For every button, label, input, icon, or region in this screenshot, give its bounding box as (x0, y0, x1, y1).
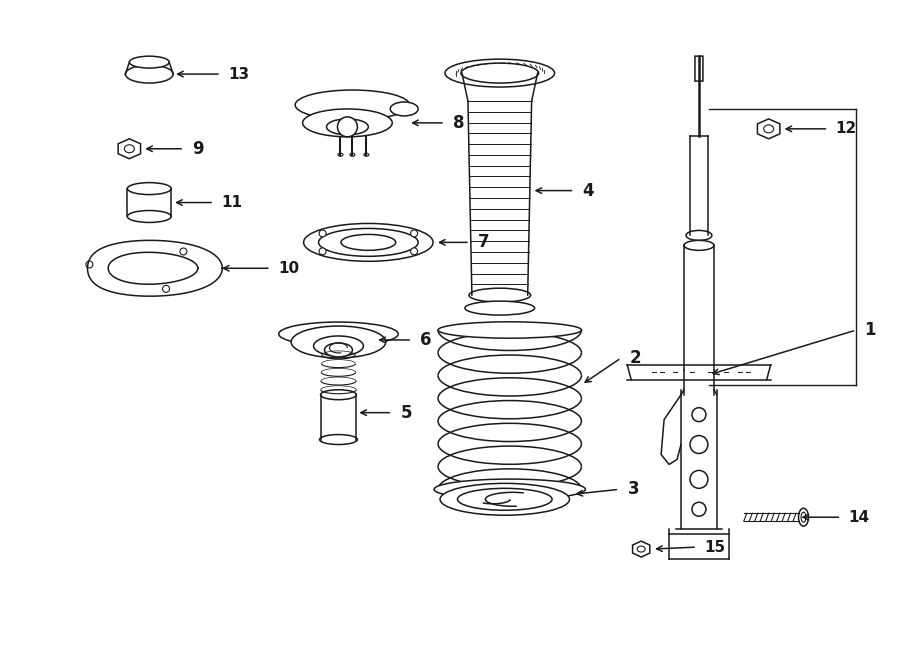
Ellipse shape (350, 153, 355, 156)
Ellipse shape (461, 63, 538, 83)
Text: 13: 13 (229, 67, 249, 81)
Text: 5: 5 (400, 404, 412, 422)
Text: 9: 9 (193, 139, 204, 158)
Text: 12: 12 (836, 122, 857, 136)
Ellipse shape (457, 488, 552, 510)
Ellipse shape (637, 546, 645, 552)
Circle shape (320, 230, 326, 237)
Ellipse shape (124, 145, 134, 153)
Ellipse shape (686, 231, 712, 241)
Ellipse shape (325, 343, 353, 357)
Text: 15: 15 (705, 539, 725, 555)
Ellipse shape (364, 153, 369, 156)
Circle shape (86, 261, 93, 268)
Text: 11: 11 (221, 195, 242, 210)
Ellipse shape (303, 223, 433, 261)
Ellipse shape (327, 119, 368, 135)
Ellipse shape (338, 153, 343, 156)
Text: 4: 4 (582, 182, 594, 200)
FancyBboxPatch shape (695, 56, 703, 81)
Ellipse shape (128, 210, 171, 223)
Circle shape (338, 117, 357, 137)
Ellipse shape (465, 301, 535, 315)
Polygon shape (633, 541, 650, 557)
Text: 6: 6 (420, 331, 432, 349)
Ellipse shape (391, 102, 419, 116)
Ellipse shape (292, 326, 386, 358)
Ellipse shape (469, 288, 531, 302)
Circle shape (690, 436, 708, 453)
Ellipse shape (445, 59, 554, 87)
Ellipse shape (125, 65, 173, 83)
Ellipse shape (320, 434, 357, 444)
Circle shape (320, 248, 326, 255)
Circle shape (692, 408, 706, 422)
Ellipse shape (434, 479, 585, 500)
Ellipse shape (313, 336, 364, 356)
Text: 10: 10 (278, 260, 299, 276)
Ellipse shape (320, 390, 356, 400)
Circle shape (410, 230, 418, 237)
Text: 3: 3 (627, 481, 639, 498)
Ellipse shape (684, 241, 714, 251)
Circle shape (163, 286, 169, 292)
Text: 2: 2 (629, 349, 641, 367)
Ellipse shape (128, 182, 171, 194)
Ellipse shape (341, 235, 396, 251)
Circle shape (690, 471, 708, 488)
Ellipse shape (798, 508, 808, 526)
Polygon shape (758, 119, 780, 139)
Ellipse shape (130, 56, 169, 68)
Ellipse shape (319, 229, 418, 256)
Ellipse shape (438, 322, 581, 338)
Circle shape (692, 502, 706, 516)
Text: 14: 14 (849, 510, 869, 525)
Circle shape (180, 248, 187, 255)
Ellipse shape (764, 125, 774, 133)
Ellipse shape (440, 483, 570, 515)
Ellipse shape (279, 322, 398, 346)
Text: 1: 1 (865, 321, 876, 339)
Text: 7: 7 (478, 233, 490, 251)
Text: 8: 8 (454, 114, 464, 132)
Ellipse shape (801, 512, 806, 522)
Polygon shape (118, 139, 140, 159)
Ellipse shape (295, 90, 410, 120)
Circle shape (410, 248, 418, 255)
Ellipse shape (302, 109, 392, 137)
